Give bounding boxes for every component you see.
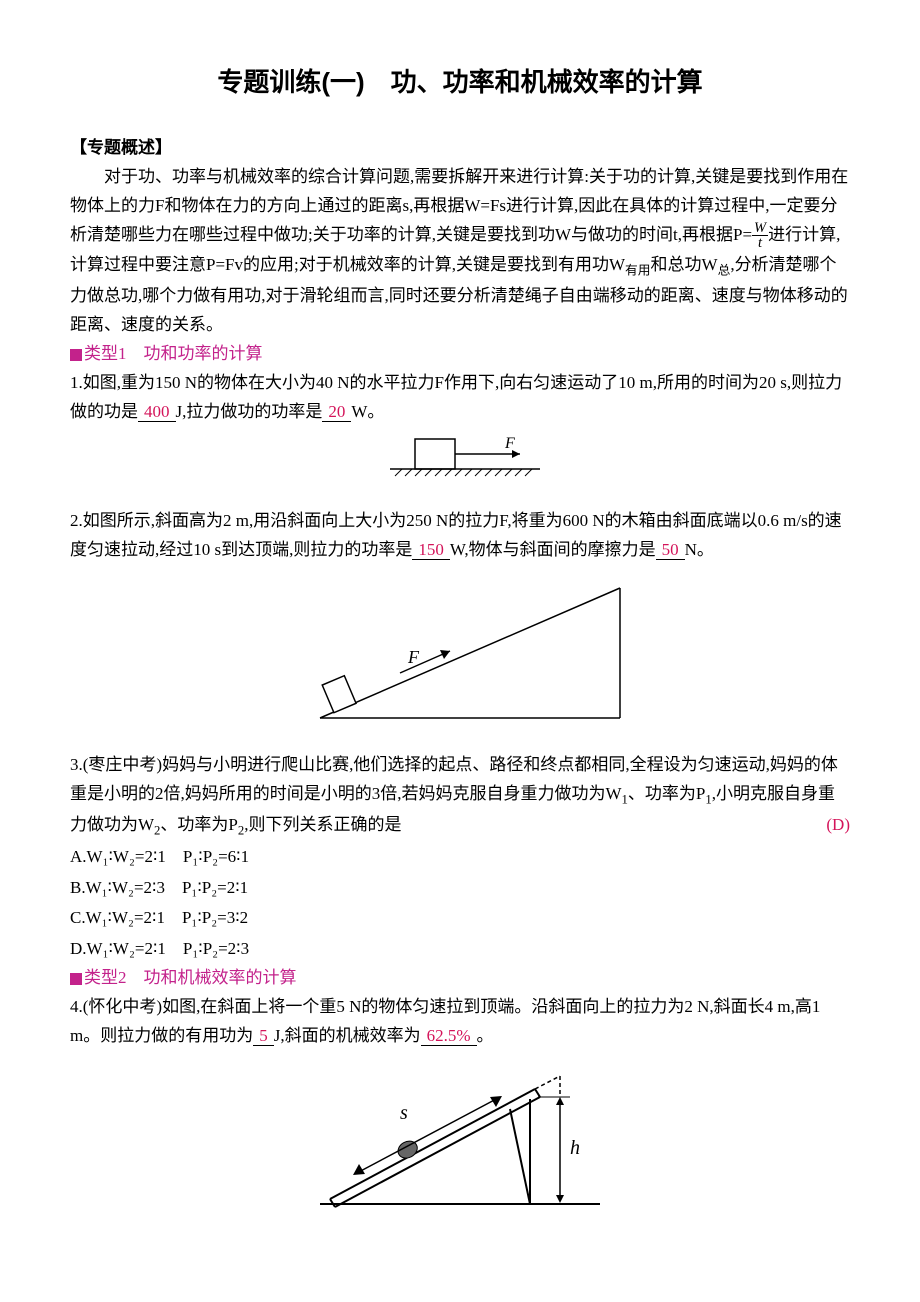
q1-text-b: J,拉力做功的功率是 [176,402,323,421]
q4-text-c: 。 [477,1026,494,1045]
type2-heading: 类型2 功和机械效率的计算 [70,964,850,993]
question-1: 1.如图,重为150 N的物体在大小为40 N的水平拉力F作用下,向右匀速运动了… [70,369,850,427]
overview-text-1c: 和总功W [651,255,718,274]
fig3-support2 [510,1109,530,1204]
square-icon [70,349,82,361]
fraction-w-over-t: Wt [752,221,768,251]
overview-label: 【专题概述】 [70,134,850,163]
q1-answer-2: 20 [322,402,351,422]
fig2-f-label: F [407,647,420,667]
option-d: D.W₁∶W₂=2∶1 P₁∶P₂=2∶3 [70,934,850,965]
frac-den: t [752,236,768,250]
square-icon-2 [70,973,82,985]
figure-2: F [70,573,850,743]
fig3-h-arrow-bot [556,1195,564,1203]
sub-useful: 有用 [625,263,651,277]
figure-3: h s [70,1059,850,1229]
fig1-f-label: F [504,435,515,452]
type1-text: 类型1 功和功率的计算 [84,344,263,363]
q3-text-e: ,则下列关系正确的是 [244,815,401,834]
fig1-svg: F [360,434,560,489]
fig3-s-line [355,1097,500,1174]
q4-text-b: J,斜面的机械效率为 [274,1026,421,1045]
q3-text-d: 、功率为P [160,815,237,834]
sub-total: 总 [718,263,731,277]
frac-num: W [752,221,768,236]
q1-text-c: W。 [351,402,384,421]
q4-answer-2: 62.5% [421,1026,477,1046]
fig2-svg: F [290,573,630,733]
type2-text: 类型2 功和机械效率的计算 [84,968,297,987]
question-2: 2.如图所示,斜面高为2 m,用沿斜面向上大小为250 N的拉力F,将重为600… [70,507,850,565]
fig3-incline-end2 [535,1089,540,1097]
fig3-h-arrow-top [556,1097,564,1105]
option-a: A.W₁∶W₂=2∶1 P₁∶P₂=6∶1 [70,842,850,873]
q3-text-b: 、功率为P [628,784,705,803]
q2-answer-2: 50 [656,540,685,560]
type1-heading: 类型1 功和功率的计算 [70,340,850,369]
fig2-incline [320,588,620,718]
option-c: C.W₁∶W₂=2∶1 P₁∶P₂=3∶2 [70,903,850,934]
fig1-hatching [395,469,532,476]
q3-answer: (D) [826,811,850,840]
q2-answer-1: 150 [412,540,450,560]
fig3-s-label: s [400,1102,408,1124]
page-title: 专题训练(一) 功、功率和机械效率的计算 [70,60,850,104]
q4-answer-1: 5 [253,1026,274,1046]
fig3-incline-top [330,1089,535,1199]
overview-paragraph: 对于功、功率与机械效率的综合计算问题,需要拆解开来进行计算:关于功的计算,关键是… [70,163,850,340]
fig3-h-label: h [570,1137,580,1159]
q1-answer-1: 400 [138,402,176,422]
fig1-box [415,439,455,469]
fig2-box-group [322,676,356,713]
question-4: 4.(怀化中考)如图,在斜面上将一个重5 N的物体匀速拉到顶端。沿斜面向上的拉力… [70,993,850,1051]
overview-text-1: 对于功、功率与机械效率的综合计算问题,需要拆解开来进行计算:关于功的计算,关键是… [70,167,848,244]
fig3-incline-bottom [335,1097,540,1207]
option-b: B.W₁∶W₂=2∶3 P₁∶P₂=2∶1 [70,873,850,904]
fig3-svg: h s [300,1059,620,1219]
figure-1: F [70,434,850,499]
fig2-box [322,676,356,713]
q2-text-b: W,物体与斜面间的摩擦力是 [450,540,656,559]
q2-text-c: N。 [685,540,714,559]
question-3: 3.(枣庄中考)妈妈与小明进行爬山比赛,他们选择的起点、路径和终点都相同,全程设… [70,751,850,842]
fig3-dash [535,1076,560,1089]
